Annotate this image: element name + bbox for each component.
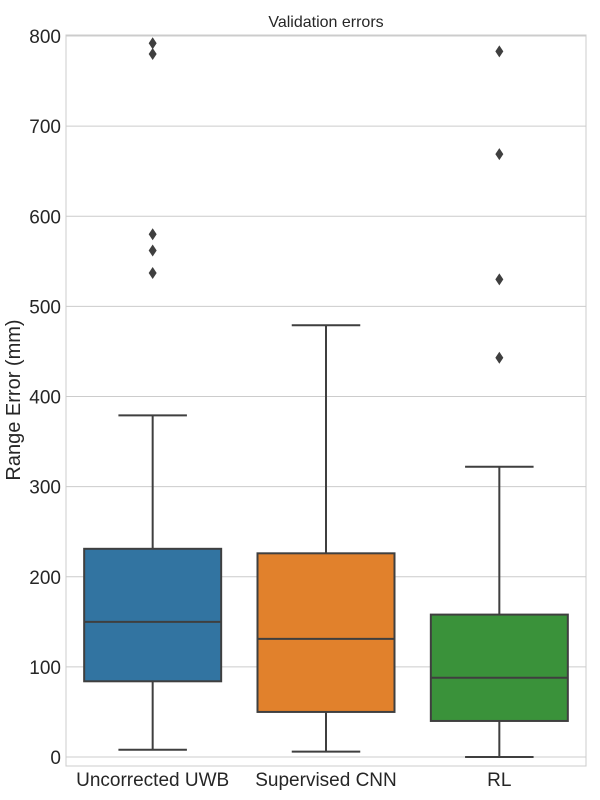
outlier-point <box>148 244 157 257</box>
y-tick-label: 800 <box>29 27 61 48</box>
y-tick-label: 300 <box>29 478 61 499</box>
y-tick-label: 500 <box>29 297 61 318</box>
x-tick-labels: Uncorrected UWB Supervised CNN RL <box>76 770 511 791</box>
outlier-point <box>495 148 504 161</box>
y-tick-label: 700 <box>29 117 61 138</box>
y-axis-label: Range Error (mm) <box>3 319 25 480</box>
outlier-point <box>148 267 157 280</box>
outlier-point <box>495 45 504 58</box>
y-tick-label: 0 <box>50 748 61 769</box>
outlier-point <box>495 351 504 364</box>
outlier-point <box>148 37 157 50</box>
y-tick-label: 200 <box>29 568 61 589</box>
y-tick-label: 600 <box>29 207 61 228</box>
box <box>83 547 223 683</box>
x-tick-label: RL <box>487 770 511 791</box>
box <box>256 552 396 713</box>
chart-title: Validation errors <box>268 14 383 31</box>
outlier-point <box>148 228 157 241</box>
box-group <box>83 37 223 751</box>
box-group <box>256 324 396 753</box>
y-tick-label: 400 <box>29 388 61 409</box>
y-tick-labels: 0 100 200 300 400 500 600 700 800 <box>29 27 61 769</box>
box <box>429 613 569 722</box>
outlier-point <box>495 273 504 286</box>
y-tick-label: 100 <box>29 658 61 679</box>
x-tick-label: Uncorrected UWB <box>76 770 229 791</box>
box-group <box>429 45 569 758</box>
box-series <box>83 37 569 758</box>
plot-frame <box>65 34 587 767</box>
x-tick-label: Supervised CNN <box>255 770 397 791</box>
outlier-point <box>148 48 157 61</box>
